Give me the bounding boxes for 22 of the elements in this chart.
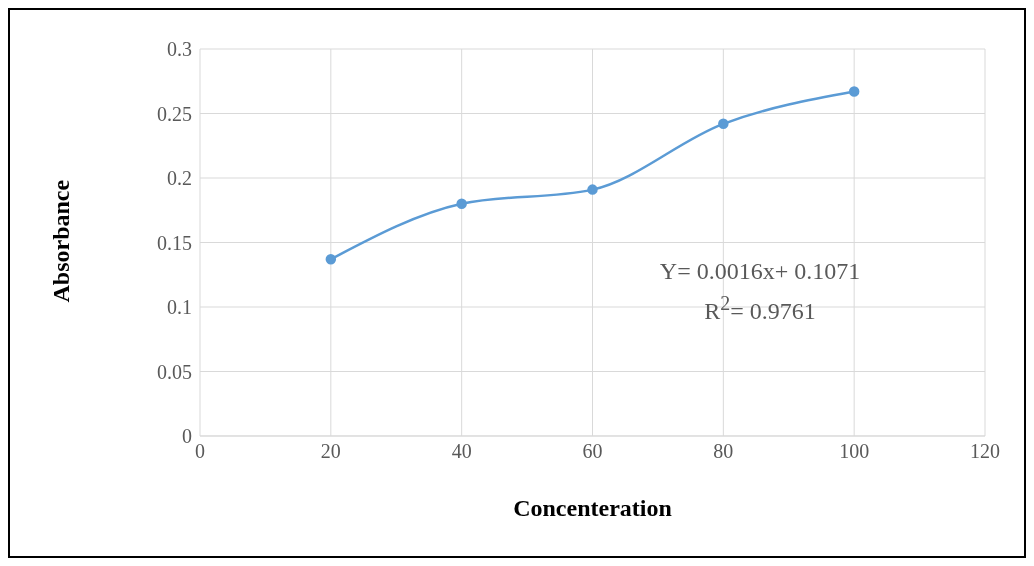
y-tick-label: 0: [182, 425, 192, 448]
point: [587, 184, 598, 195]
y-tick-label: 0.1: [167, 296, 192, 319]
y-tick-label: 0.2: [167, 167, 192, 190]
x-axis-title: Concenteration: [513, 495, 672, 521]
point: [325, 254, 337, 265]
x-tick-label: 120: [970, 440, 1000, 463]
x-tick-label: 20: [320, 440, 341, 463]
annotation: R$^{2}$= 0.9761: [703, 292, 817, 325]
x-tick-label: 60: [582, 440, 603, 463]
x-tick-label: 100: [839, 440, 870, 463]
y-tick-label: 0.15: [157, 231, 192, 254]
annotation: Y= 0.0016x+ 0.1071: [658, 258, 862, 285]
y-axis-title: Absorbance: [47, 179, 74, 303]
y-tick-label: 0.25: [157, 102, 192, 125]
x-tick-label: 40: [451, 440, 472, 463]
y-tick-label: 0.3: [167, 38, 192, 61]
x-tick-label: 80: [713, 440, 734, 463]
y-tick-label: 0.05: [157, 360, 192, 383]
point: [456, 198, 467, 210]
point: [718, 118, 729, 130]
point: [848, 86, 860, 97]
